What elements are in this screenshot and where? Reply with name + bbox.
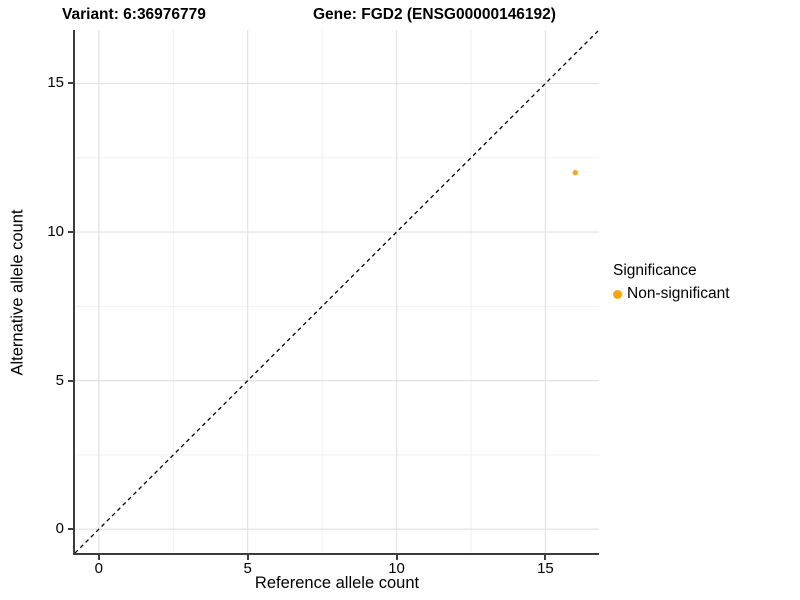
y-tick-mark (68, 528, 73, 531)
x-tick-label: 10 (388, 560, 405, 577)
legend-point-icon (613, 289, 622, 299)
x-tick-mark (246, 555, 249, 560)
x-tick-label: 5 (243, 560, 252, 577)
identity-reference-line (75, 30, 599, 553)
legend-item-label: Non-significant (627, 285, 730, 302)
y-tick-mark (68, 82, 73, 85)
x-tick-mark (544, 555, 547, 560)
legend-items: Non-significant (613, 285, 730, 303)
legend-title: Significance (613, 262, 697, 279)
y-tick-label: 5 (55, 371, 64, 389)
y-tick-label: 10 (47, 223, 64, 241)
y-tick-label: 0 (55, 520, 64, 538)
plot-canvas (75, 30, 599, 553)
x-tick-mark (395, 555, 398, 560)
plot-panel (73, 30, 599, 555)
gene-title: Gene: FGD2 (ENSG00000146192) (313, 6, 556, 23)
y-tick-mark (68, 231, 73, 234)
y-axis-title: Alternative allele count (8, 209, 27, 376)
x-tick-label: 15 (537, 560, 554, 577)
data-point (572, 170, 578, 176)
legend: Significance Non-significant (613, 262, 730, 303)
y-tick-label: 15 (47, 74, 64, 92)
x-tick-mark (97, 555, 100, 560)
variant-title: Variant: 6:36976779 (62, 6, 206, 23)
x-axis-title: Reference allele count (254, 574, 420, 592)
x-tick-label: 0 (94, 560, 103, 577)
y-tick-mark (68, 379, 73, 382)
legend-item: Non-significant (613, 285, 730, 303)
